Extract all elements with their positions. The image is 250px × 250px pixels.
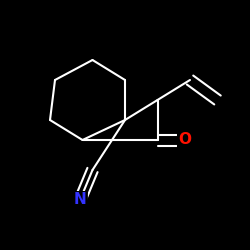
Text: O: O <box>178 132 192 148</box>
Text: N: N <box>74 192 86 208</box>
